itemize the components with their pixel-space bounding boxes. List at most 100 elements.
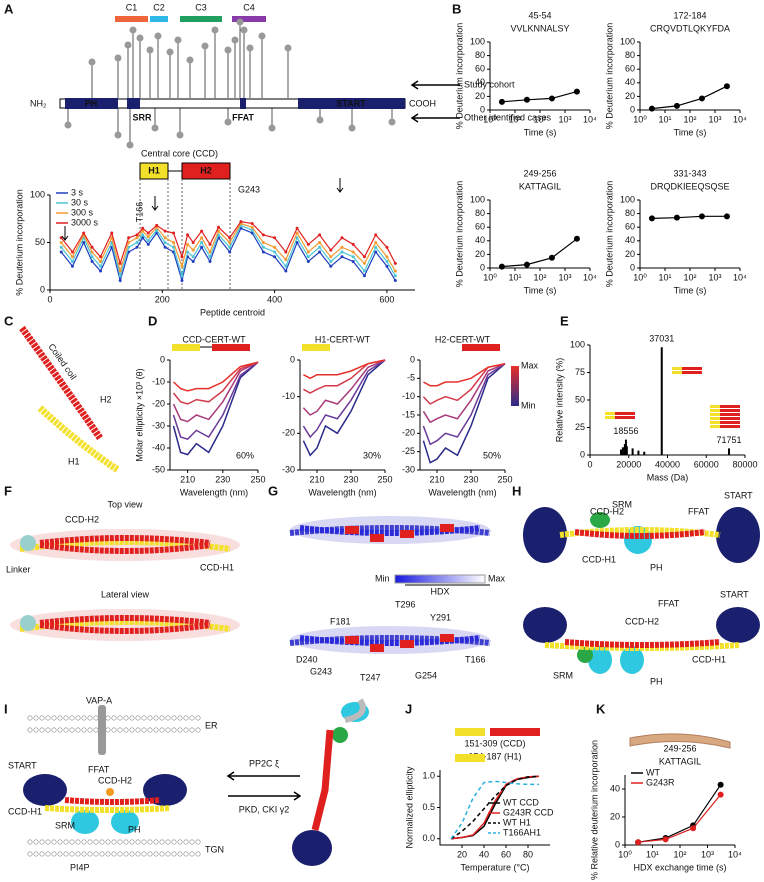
data-point [141,229,145,233]
data-point [208,255,212,259]
data-point [329,260,333,263]
lollipop-head [224,118,232,126]
series-line [501,238,578,268]
y-tick-label: 0 [480,262,485,272]
panel-label: C [4,313,14,328]
data-point [318,245,322,249]
arrow [336,178,344,193]
lipid [75,715,81,721]
data-point [261,250,265,254]
lollipop-head [201,42,209,50]
arrow [410,80,460,90]
lollipop-head [268,124,276,132]
data-point [523,261,530,268]
series-line [303,359,386,394]
domain [65,98,118,109]
y-tick-label: 20 [625,91,635,101]
label: FFAT [688,506,710,516]
series-line [450,780,539,840]
y-tick-label: -15 [402,409,415,419]
y-tick-label: -20 [402,428,415,438]
hotspot [440,634,454,642]
inset [615,416,635,419]
x-tick-label: 20000 [616,459,641,469]
series-line [422,363,506,464]
data-point [250,228,254,232]
lipid [159,839,165,845]
y-tick-label: 50 [575,394,585,404]
domain-blob [111,810,139,834]
lipid [75,851,81,857]
legend-label: 3000 s [71,217,99,227]
lipid [45,839,51,845]
lipid [39,727,45,733]
structure [629,733,731,749]
panel-label: J [405,701,412,716]
y-tick-label: 40 [625,235,635,245]
lollipop-head [126,141,134,149]
y-tick-label: -5 [407,373,415,383]
hotspot [370,644,384,652]
chart-title: 249-256 [663,743,696,753]
lipid [87,851,93,857]
data-point [273,255,277,259]
lipid [99,839,105,845]
cluster-bar [150,16,168,22]
data-point [635,839,642,846]
data-point [118,274,122,278]
helix [544,642,741,651]
y-tick-label: 0.0 [422,833,435,843]
y-tick-label: 0 [290,354,295,364]
label: FFAT [88,764,110,774]
y-axis-label: % Deuterium incorporation [14,189,24,296]
data-point [99,255,103,259]
chart-title: 45-54 [528,10,551,20]
lollipop-head [284,44,292,52]
data-point [284,250,288,254]
annotation: 30% [363,450,381,460]
helix [299,525,481,536]
lipid [75,839,81,845]
data-point [90,255,94,259]
y-tick-label: 80 [625,50,635,60]
series-line [60,227,396,283]
label: Top view [107,499,143,509]
lipid [33,727,39,733]
lipid [189,839,195,845]
data-point [261,245,265,249]
legend-label: G243R [646,777,675,787]
x-tick-label: 250 [250,474,265,484]
series-line [172,361,259,441]
data-point [135,241,139,244]
lipid [87,727,93,733]
data-point [362,255,366,259]
region-bar [490,728,540,736]
y-tick-label: 75 [575,367,585,377]
lollipop-head [236,18,244,26]
lipid [183,851,189,857]
lipid [57,715,63,721]
series-line [172,361,259,423]
data-point [295,241,299,244]
data-point [118,261,122,265]
lollipop-head [124,41,132,49]
hotspot [345,636,359,644]
region-bar [212,344,250,351]
data-point [208,250,212,254]
peak-label: 37031 [649,334,674,344]
lipid [189,715,195,721]
y-tick-label: 0 [630,262,635,272]
linker [344,698,366,723]
lipid [159,727,165,733]
lipid [177,839,183,845]
label: CCD-H1 [200,562,234,572]
panel-label: K [596,701,606,716]
data-point [200,229,204,233]
helix [39,535,211,546]
lipid [153,727,159,733]
data-point [135,236,139,240]
label: D240 [296,654,318,664]
chart-subtitle: KATTAGIL [659,756,701,766]
lipid [147,727,153,733]
